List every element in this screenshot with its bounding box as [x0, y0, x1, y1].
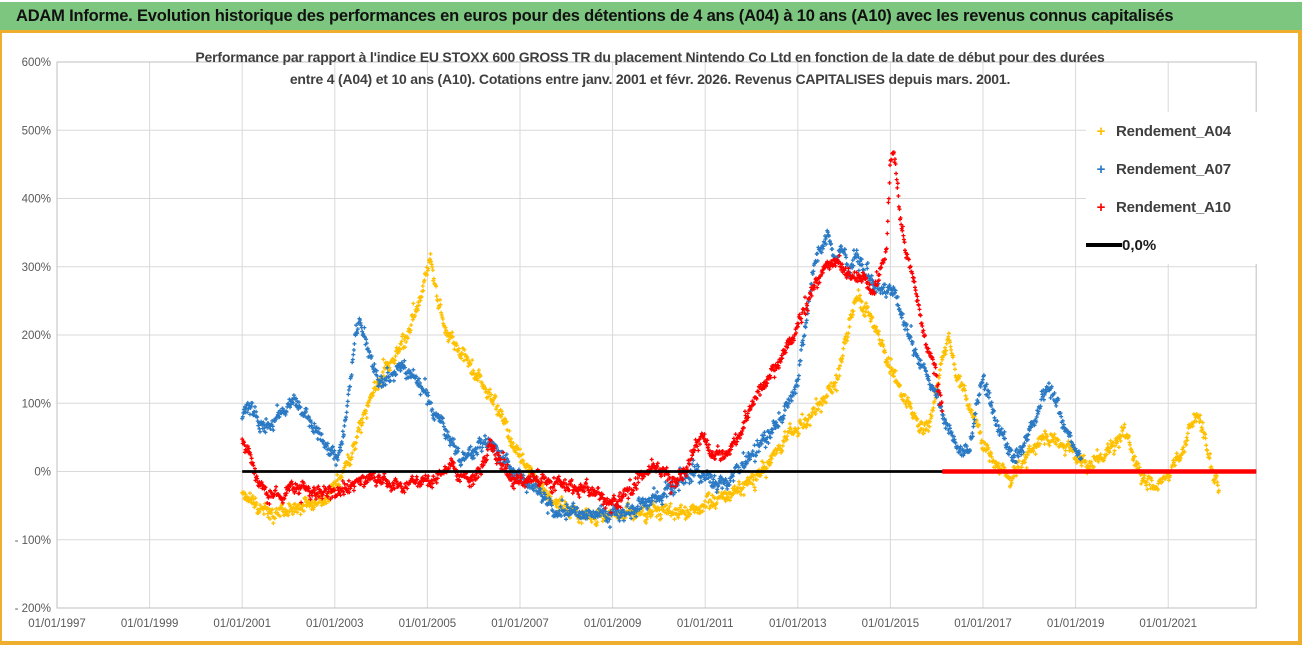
chart-legend: + Rendement_A04 + Rendement_A07 + Rendem…: [1086, 112, 1262, 264]
x-axis-labels: 01/01/1997 01/01/1999 01/01/2001 01/01/2003…: [28, 618, 1197, 630]
svg-text:01/01/2017: 01/01/2017: [954, 618, 1012, 630]
svg-text:- 200%: - 200%: [15, 603, 51, 615]
svg-text:01/01/2013: 01/01/2013: [769, 618, 827, 630]
svg-text:500%: 500%: [22, 125, 51, 137]
app-header-title: ADAM Informe. Evolution historique des p…: [0, 2, 1302, 30]
svg-text:600%: 600%: [22, 57, 51, 69]
svg-text:- 100%: - 100%: [15, 535, 51, 547]
chart-title: Performance par rapport à l'indice EU ST…: [90, 46, 1210, 90]
legend-item-zero-line[interactable]: 0,0%: [1086, 226, 1262, 264]
black-line-icon: [1086, 243, 1122, 247]
svg-text:01/01/2021: 01/01/2021: [1139, 618, 1197, 630]
svg-text:01/01/2007: 01/01/2007: [491, 618, 549, 630]
legend-label: 0,0%: [1122, 236, 1157, 254]
chart-title-line1: Performance par rapport à l'indice EU ST…: [195, 49, 1105, 65]
svg-text:01/01/2015: 01/01/2015: [862, 618, 920, 630]
svg-text:200%: 200%: [22, 330, 51, 342]
svg-text:01/01/2011: 01/01/2011: [677, 618, 734, 630]
svg-text:01/01/1999: 01/01/1999: [121, 618, 179, 630]
plus-marker-icon: +: [1096, 122, 1106, 140]
legend-label: Rendement_A07: [1116, 160, 1231, 178]
svg-text:100%: 100%: [22, 398, 51, 410]
svg-text:01/01/1997: 01/01/1997: [28, 618, 86, 630]
legend-label: Rendement_A04: [1116, 122, 1231, 140]
legend-item-rendement-a04[interactable]: + Rendement_A04: [1086, 112, 1262, 150]
plus-marker-icon: +: [1096, 160, 1106, 178]
legend-item-rendement-a10[interactable]: + Rendement_A10: [1086, 188, 1262, 226]
gridlines: [56, 61, 1257, 609]
svg-text:01/01/2003: 01/01/2003: [306, 618, 364, 630]
svg-text:01/01/2019: 01/01/2019: [1047, 618, 1105, 630]
chart-frame: [0, 30, 1302, 645]
legend-label: Rendement_A10: [1116, 198, 1231, 216]
svg-text:01/01/2005: 01/01/2005: [399, 618, 457, 630]
svg-text:300%: 300%: [22, 262, 51, 274]
legend-item-rendement-a07[interactable]: + Rendement_A07: [1086, 150, 1262, 188]
series-points-rendement_a10: [240, 150, 945, 515]
svg-text:400%: 400%: [22, 194, 51, 206]
y-axis-labels: 600% 500% 400% 300% 200% 100% 0% - 100% - 200%: [15, 57, 51, 615]
plus-marker-icon: +: [1096, 198, 1106, 216]
svg-text:0%: 0%: [34, 467, 51, 479]
plot-border: [56, 61, 1257, 609]
chart-title-line2: entre 4 (A04) et 10 ans (A10). Cotations…: [289, 71, 1011, 87]
svg-text:01/01/2001: 01/01/2001: [213, 618, 271, 630]
svg-text:01/01/2009: 01/01/2009: [584, 618, 642, 630]
